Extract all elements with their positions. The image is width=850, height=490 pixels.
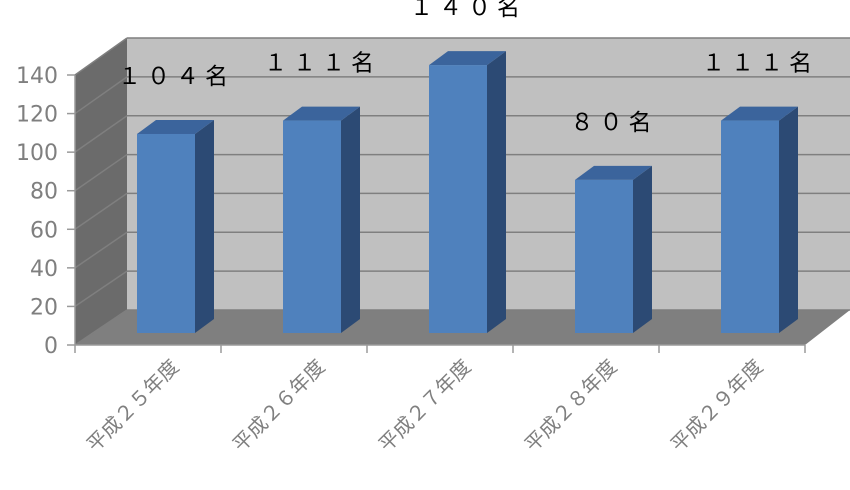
bar-side (195, 119, 214, 333)
gridline-side (74, 309, 128, 346)
gridline-side (74, 76, 128, 115)
y-tick-label: 100 (16, 141, 58, 166)
bar-top (429, 51, 506, 66)
chart-side-wall (75, 38, 127, 345)
data-label: １０４名 (118, 64, 234, 90)
category-labels: 平成２５年度 平成２６年度 平成２７年度 平成２８年度 平成２９年度 (82, 355, 768, 457)
data-label: １１１名 (264, 51, 380, 77)
bar-top (575, 165, 652, 180)
bar-series (137, 51, 798, 333)
data-label: ８０名 (571, 110, 658, 136)
y-tick-label: 80 (30, 180, 58, 205)
bar (575, 179, 633, 333)
data-label: １１１名 (702, 51, 818, 77)
y-tick-label: 140 (16, 64, 58, 89)
x-category-label: 平成２８年度 (520, 355, 622, 457)
bar-side (341, 106, 360, 333)
gridline-side (74, 37, 128, 76)
gridline-side (74, 192, 128, 230)
x-category-label: 平成２７年度 (374, 355, 476, 457)
x-category-label: 平成２６年度 (228, 355, 330, 457)
y-tick-label: 40 (30, 257, 58, 282)
y-axis-ticks: 0 20 40 60 80 100 120 140 (16, 64, 75, 359)
bar-top (721, 106, 798, 121)
bar (137, 133, 195, 333)
bar-side (633, 165, 652, 333)
gridline-side (74, 153, 128, 192)
bar-side (779, 106, 798, 333)
data-labels: １０４名 １１１名 １４０名 ８０名 １１１名 (118, 0, 818, 136)
bar (721, 120, 779, 333)
y-tick-label: 60 (30, 218, 58, 243)
data-label: １４０名 (410, 0, 526, 21)
x-category-label: 平成２５年度 (82, 355, 184, 457)
bar (429, 65, 487, 333)
y-tick-label: 0 (44, 334, 58, 359)
gridline-side (74, 231, 128, 269)
y-tick-label: 20 (30, 295, 58, 320)
bar-top (137, 119, 214, 134)
bar-side (487, 51, 506, 333)
gridline-side (74, 270, 128, 308)
y-tick-label: 120 (16, 103, 58, 128)
bar-top (283, 106, 360, 121)
x-category-label: 平成２９年度 (666, 355, 768, 457)
bar (283, 120, 341, 333)
gridline-side (74, 115, 128, 153)
x-axis-ticks (74, 345, 806, 353)
